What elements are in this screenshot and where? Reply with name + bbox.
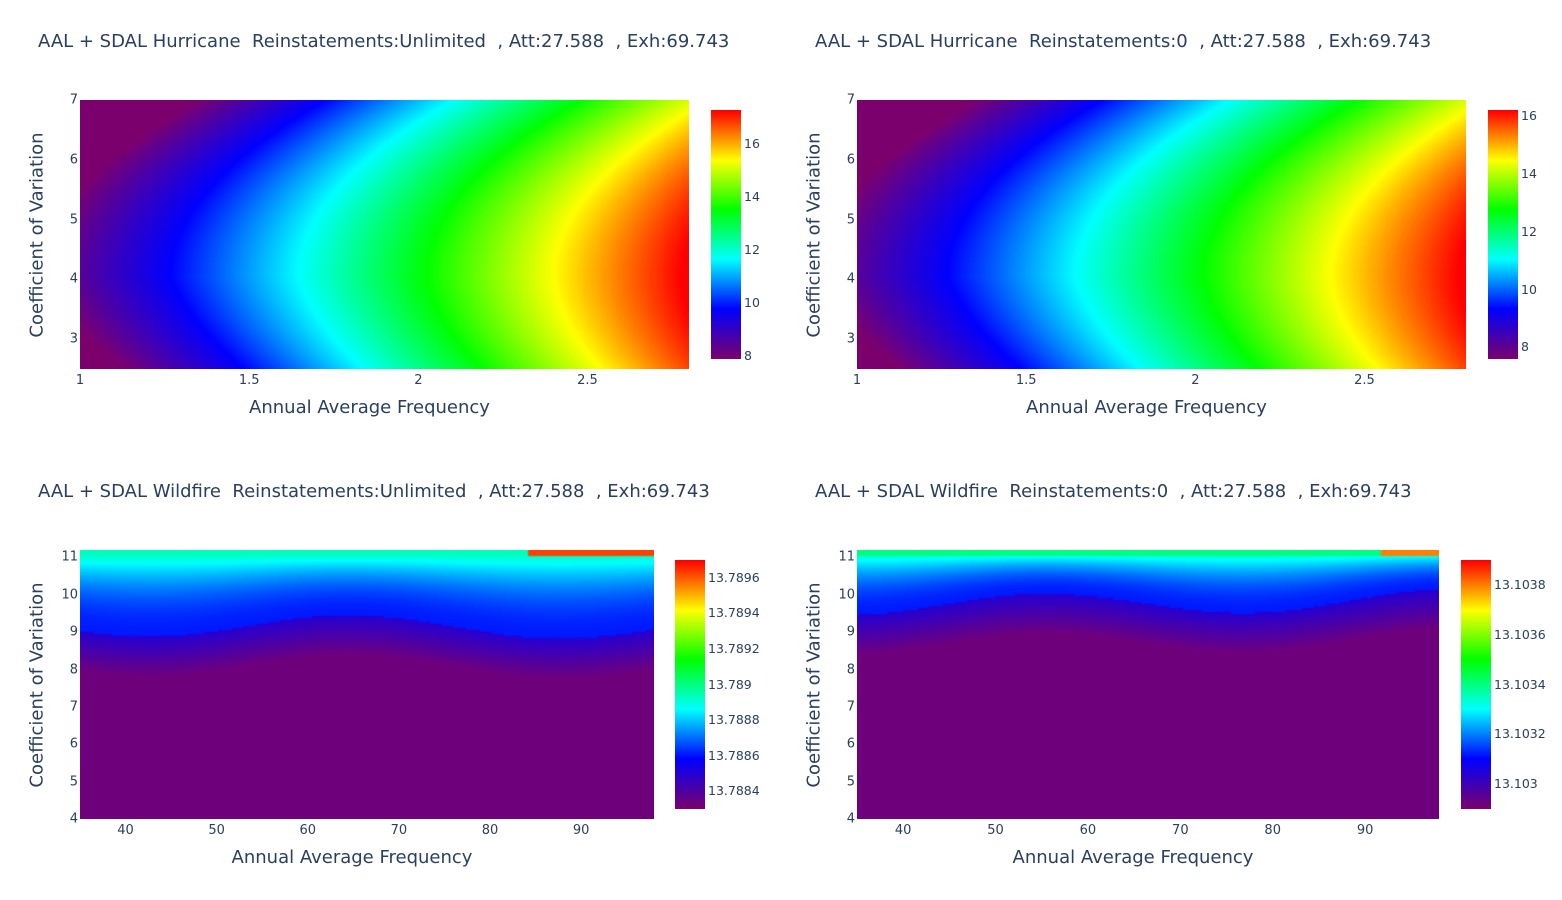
colorbar: [675, 560, 705, 809]
colorbar: [1488, 110, 1518, 359]
colorbar-tick-label: 16: [1521, 107, 1537, 123]
colorbar: [711, 110, 741, 359]
x-tick-label: 1.5: [1015, 373, 1037, 388]
x-tick-label: 2: [414, 373, 423, 388]
heatmap-plot: [80, 550, 654, 819]
colorbar-tick-label: 14: [744, 189, 760, 205]
colorbar-tick-label: 12: [1521, 223, 1537, 239]
y-tick-label: 6: [846, 152, 855, 168]
heatmap-surface: [857, 550, 1439, 819]
x-tick-label: 1: [75, 373, 85, 388]
y-tick-label: 3: [69, 331, 78, 347]
colorbar-tick-label: 13.1034: [1494, 676, 1546, 692]
y-tick-label: 6: [69, 736, 78, 752]
colorbar-tick-label: 13.7884: [708, 782, 760, 798]
x-tick-label: 50: [987, 823, 1004, 838]
colorbar-tick-label: 13.7894: [708, 605, 760, 621]
x-axis-label: Annual Average Frequency: [1026, 397, 1267, 418]
colorbar-tick-label: 13.7896: [708, 569, 760, 585]
y-tick-label: 8: [846, 662, 855, 678]
x-tick-label: 2: [1191, 373, 1200, 388]
colorbar-tick-label: 8: [1521, 339, 1529, 355]
x-tick-label: 1: [852, 373, 862, 388]
y-tick-label: 7: [846, 699, 855, 715]
y-axis-label: Coefficient of Variation: [26, 581, 48, 788]
y-tick-label: 11: [838, 549, 855, 565]
y-tick-label: 9: [846, 624, 855, 640]
y-tick-label: 5: [846, 212, 855, 228]
x-tick-label: 70: [1172, 823, 1189, 838]
y-tick-label: 9: [69, 624, 78, 640]
colorbar-tick-label: 13.7886: [708, 747, 760, 763]
heatmap-surface: [80, 100, 689, 369]
y-axis-label: Coefficient of Variation: [803, 131, 825, 338]
x-tick-label: 80: [1264, 823, 1281, 838]
colorbar-tick-label: 16: [744, 136, 760, 152]
y-tick-label: 5: [69, 212, 78, 228]
colorbar-tick-label: 10: [1521, 281, 1537, 297]
y-tick-label: 3: [846, 331, 855, 347]
heatmap-plot: [80, 100, 689, 369]
x-tick-label: 70: [390, 823, 408, 838]
y-tick-label: 6: [846, 736, 855, 752]
y-tick-label: 5: [69, 774, 78, 790]
y-tick-label: 7: [846, 92, 855, 108]
x-tick-label: 90: [572, 823, 590, 838]
x-tick-label: 1.5: [238, 373, 260, 388]
heatmap-surface: [857, 100, 1466, 369]
colorbar: [1461, 560, 1491, 809]
y-axis-label: Coefficient of Variation: [26, 131, 48, 338]
x-axis-label: Annual Average Frequency: [249, 397, 490, 418]
colorbar-tick-label: 8: [744, 348, 752, 364]
x-tick-label: 90: [1356, 823, 1374, 838]
chart-title: AAL + SDAL Wildfire Reinstatements:0 , A…: [815, 481, 1412, 502]
y-tick-label: 10: [838, 587, 855, 603]
heatmap-plot: [857, 100, 1466, 369]
y-tick-label: 4: [69, 271, 78, 287]
y-tick-label: 10: [61, 587, 78, 603]
colorbar-tick-label: 12: [744, 242, 760, 258]
colorbar-tick-label: 13.1038: [1494, 576, 1546, 592]
x-axis-label: Annual Average Frequency: [1012, 847, 1254, 868]
x-tick-label: 50: [208, 823, 225, 838]
heatmap-surface: [80, 550, 654, 819]
y-tick-label: 7: [69, 699, 78, 715]
y-axis-label: Coefficient of Variation: [803, 581, 825, 788]
colorbar-tick-label: 13.1036: [1494, 626, 1546, 642]
x-axis-label: Annual Average Frequency: [231, 847, 473, 868]
y-tick-label: 7: [69, 92, 78, 108]
y-tick-label: 4: [69, 811, 78, 827]
x-tick-label: 40: [117, 823, 134, 838]
x-tick-label: 60: [1079, 823, 1097, 838]
y-tick-label: 4: [846, 271, 855, 287]
colorbar-tick-label: 13.1032: [1494, 726, 1546, 742]
x-tick-label: 40: [894, 823, 912, 838]
colorbar-tick-label: 14: [1521, 165, 1537, 181]
y-tick-label: 5: [846, 774, 855, 790]
chart-title: AAL + SDAL Hurricane Reinstatements:0 , …: [815, 31, 1432, 52]
x-tick-label: 2.5: [1354, 373, 1375, 388]
heatmap-plot: [857, 550, 1439, 819]
chart-title: AAL + SDAL Wildfire Reinstatements:Unlim…: [38, 481, 710, 502]
colorbar-tick-label: 13.789: [708, 676, 752, 692]
y-tick-label: 4: [846, 811, 855, 827]
chart-title: AAL + SDAL Hurricane Reinstatements:Unli…: [38, 31, 730, 52]
colorbar-tick-label: 10: [744, 295, 760, 311]
colorbar-tick-label: 13.7888: [708, 711, 760, 727]
y-tick-label: 6: [69, 152, 78, 168]
colorbar-tick-label: 13.103: [1494, 775, 1538, 791]
x-tick-label: 80: [481, 823, 499, 838]
y-tick-label: 8: [69, 662, 78, 678]
y-tick-label: 11: [61, 549, 78, 565]
x-tick-label: 2.5: [577, 373, 598, 388]
x-tick-label: 60: [299, 823, 317, 838]
colorbar-tick-label: 13.7892: [708, 640, 760, 656]
